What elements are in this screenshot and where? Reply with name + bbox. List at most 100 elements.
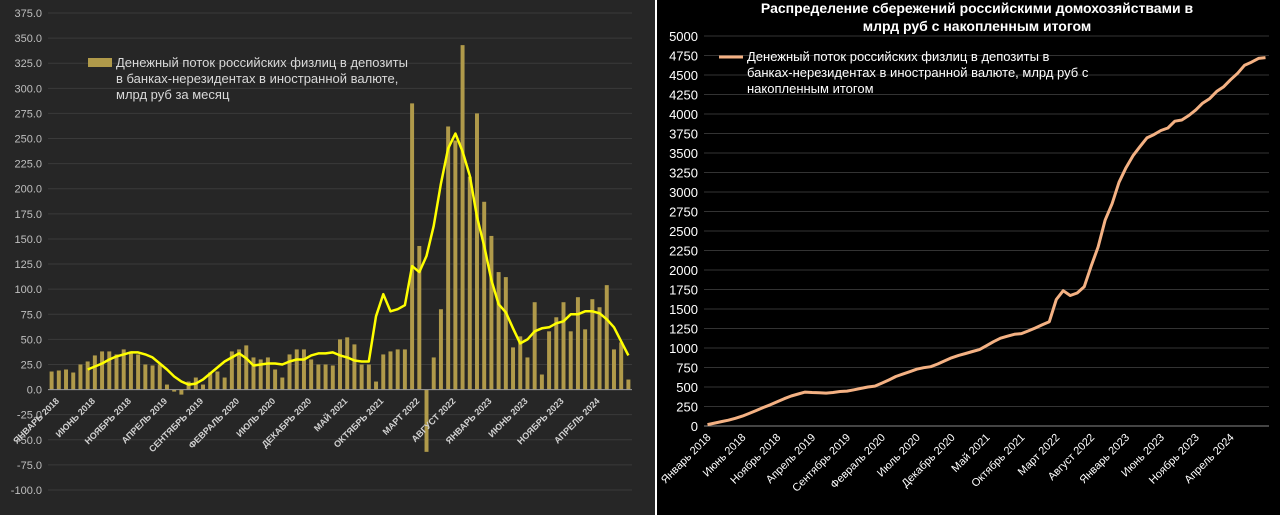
bar [201,384,205,390]
bar [157,364,162,390]
y-tick-label: 500 [676,380,698,395]
y-tick-label: -25.0 [17,410,42,422]
bar [179,389,184,395]
bar [323,364,328,390]
bar [424,389,429,452]
bar [410,103,415,390]
bar [359,364,364,390]
bar [374,381,379,390]
bar [388,351,393,390]
right-chart-panel: Распределение сбережений российскими дом… [657,0,1280,515]
bar [431,357,436,390]
y-tick-label: 150.0 [14,234,42,246]
bar [265,357,270,390]
y-tick-label: 300.0 [14,83,42,95]
y-tick-label: 4000 [669,107,698,122]
bar [626,379,631,390]
y-tick-label: 100.0 [14,284,42,296]
y-tick-label: 2000 [669,263,698,278]
bar [294,349,299,390]
bar [107,351,112,390]
y-tick-label: 250.0 [14,134,42,146]
bar [539,374,544,390]
bar [85,361,90,390]
bar [316,364,321,390]
bar [438,309,443,390]
bar [619,342,624,390]
bar [244,345,249,390]
bar [611,349,616,390]
bar [143,364,148,390]
bar [258,359,263,390]
bar [518,336,523,390]
bar [604,285,609,390]
bar [208,372,213,390]
y-tick-label: 3000 [669,185,698,200]
bar [92,355,97,390]
y-tick-label: 25.0 [21,359,42,371]
bar [503,277,508,390]
y-tick-label: 5000 [669,29,698,44]
y-tick-label: -75.0 [17,460,42,472]
left-chart: -100.0 -75.0 -50.0 -25.0 0.0 25.0 50.0 75.0 100.… [11,8,632,497]
bar [568,331,573,390]
y-tick-label: 3500 [669,146,698,161]
bar [575,297,580,390]
bar [237,349,242,390]
bar [590,299,595,390]
x-tick-label: Январь 2018 [659,432,714,487]
bar [114,354,119,390]
chart-title: Распределение сбережений российскими дом… [761,0,1194,34]
bar [482,201,487,390]
right-chart: Распределение сбережений российскими дом… [659,0,1269,494]
y-tick-label: 350.0 [14,33,42,45]
y-tick-label: 125.0 [14,259,42,271]
legend-label: Денежный поток российских физлиц в депоз… [747,49,1089,96]
left-chart-panel: -100.0 -75.0 -50.0 -25.0 0.0 25.0 50.0 75.0 100.… [0,0,655,515]
bar [345,337,350,390]
bar [150,365,155,390]
bar [496,272,501,390]
bar [251,357,256,390]
y-tick-label: 0 [691,419,698,434]
y-tick-label: 325.0 [14,58,42,70]
bar [547,331,552,390]
y-tick-label: 1500 [669,302,698,317]
y-tick-label: 225.0 [14,159,42,171]
y-tick-label: -50.0 [17,435,42,447]
y-tick-label: 1750 [669,283,698,298]
moving-average-line [87,132,630,386]
y-tick-label: 2750 [669,205,698,220]
bar [489,235,494,390]
y-tick-label: 4750 [669,49,698,64]
y-tick-label: 275.0 [14,108,42,120]
bar [56,370,61,390]
y-tick-label: 2500 [669,224,698,239]
y-tick-label: 250 [676,400,698,415]
y-tick-label: 4500 [669,68,698,83]
y-tick-label: 3250 [669,166,698,181]
y-tick-label: 2250 [669,244,698,259]
legend-label: Денежный поток российских физлиц в депоз… [116,55,408,102]
bar [561,302,566,390]
bar [222,377,227,390]
bar [460,45,465,390]
y-tick-label: 0.0 [27,385,42,397]
bar [597,307,602,390]
bar [100,351,105,390]
bar [467,176,472,390]
bar [402,349,407,390]
bar [301,349,306,390]
bar [136,354,141,390]
y-tick-label: 3750 [669,127,698,142]
y-tick-label: 750 [676,361,698,376]
bar [381,354,386,390]
bar [475,113,479,390]
y-tick-label: 375.0 [14,8,42,20]
bar [121,349,126,390]
cumulative-line [707,56,1266,427]
bar [352,344,357,390]
bar [453,140,458,390]
y-tick-label: -100.0 [11,485,42,497]
y-tick-label: 175.0 [14,209,42,221]
